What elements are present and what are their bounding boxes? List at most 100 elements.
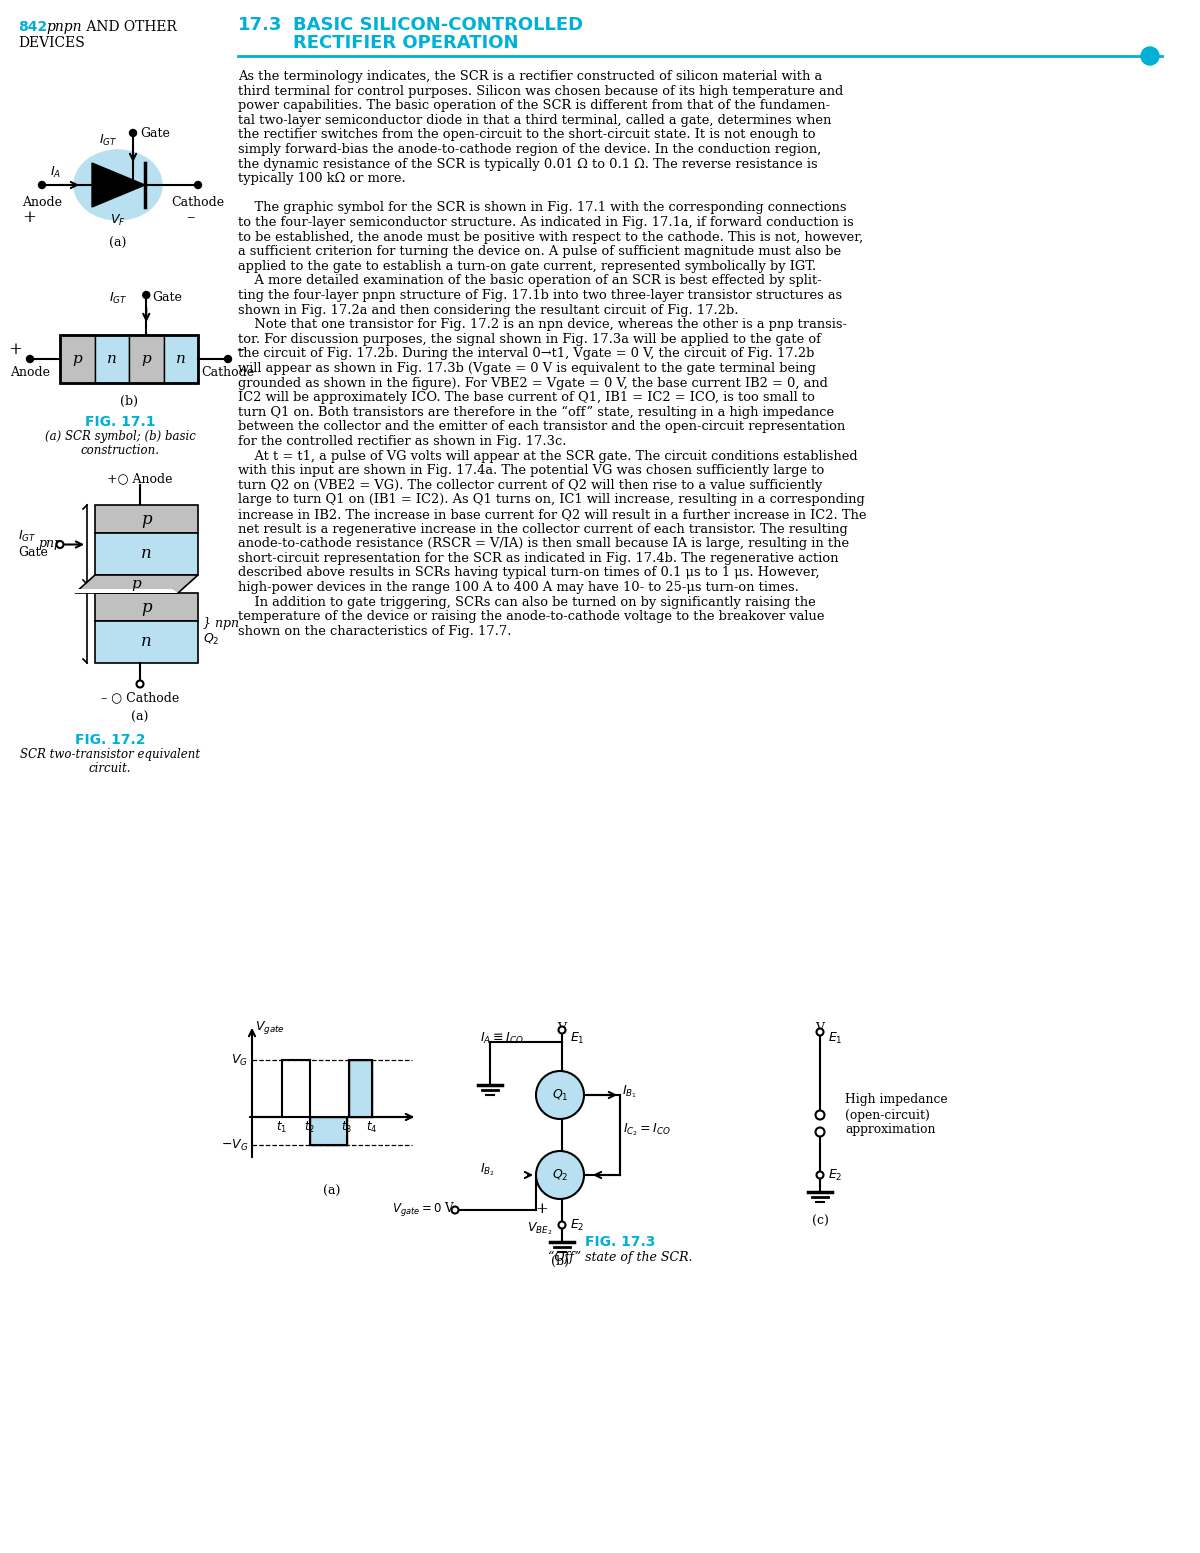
FancyBboxPatch shape: [349, 1061, 372, 1117]
Text: turn Q2 on (VBE2 = VG). The collector current of Q2 will then rise to a value su: turn Q2 on (VBE2 = VG). The collector cu…: [238, 478, 822, 492]
Text: the dynamic resistance of the SCR is typically 0.01 Ω to 0.1 Ω. The reverse resi: the dynamic resistance of the SCR is typ…: [238, 157, 817, 171]
Text: At t = t1, a pulse of VG volts will appear at the SCR gate. The circuit conditio: At t = t1, a pulse of VG volts will appe…: [238, 450, 858, 463]
Text: DEVICES: DEVICES: [18, 36, 85, 50]
Text: for the controlled rectifier as shown in Fig. 17.3c.: for the controlled rectifier as shown in…: [238, 435, 566, 447]
Text: large to turn Q1 on (IB1 = IC2). As Q1 turns on, IC1 will increase, resulting in: large to turn Q1 on (IB1 = IC2). As Q1 t…: [238, 494, 865, 506]
Text: ting the four-layer pnpn structure of Fig. 17.1b into two three-layer transistor: ting the four-layer pnpn structure of Fi…: [238, 289, 842, 301]
Circle shape: [143, 292, 150, 298]
FancyBboxPatch shape: [95, 505, 198, 533]
Text: $t_2$: $t_2$: [305, 1120, 316, 1135]
Text: AND OTHER: AND OTHER: [82, 20, 176, 34]
Text: $V_F$: $V_F$: [110, 213, 126, 228]
Text: third terminal for control purposes. Silicon was chosen because of its high temp: third terminal for control purposes. Sil…: [238, 84, 844, 98]
Circle shape: [38, 182, 46, 188]
Text: $Q_1$: $Q_1$: [552, 1087, 569, 1103]
Text: +○ Anode: +○ Anode: [107, 472, 173, 485]
Text: IC2 will be approximately ICO. The base current of Q1, IB1 = IC2 = ICO, is too s: IC2 will be approximately ICO. The base …: [238, 391, 815, 404]
Text: n: n: [142, 634, 152, 651]
Text: shown on the characteristics of Fig. 17.7.: shown on the characteristics of Fig. 17.…: [238, 624, 511, 638]
Text: pnpn: pnpn: [46, 20, 82, 34]
Text: $t_4$: $t_4$: [366, 1120, 378, 1135]
Circle shape: [137, 680, 144, 688]
Circle shape: [536, 1151, 584, 1199]
Text: (a): (a): [323, 1185, 341, 1197]
Text: $I_{GT}$: $I_{GT}$: [98, 134, 118, 148]
Circle shape: [558, 1222, 565, 1228]
Text: Gate: Gate: [152, 290, 182, 304]
Text: The graphic symbol for the SCR is shown in Fig. 17.1 with the corresponding conn: The graphic symbol for the SCR is shown …: [238, 202, 846, 214]
Text: Anode: Anode: [10, 367, 50, 379]
FancyBboxPatch shape: [60, 335, 95, 384]
Text: $E_1$: $E_1$: [570, 1031, 584, 1045]
Text: construction.: construction.: [80, 444, 160, 457]
Circle shape: [130, 129, 137, 137]
Text: (b): (b): [120, 394, 138, 408]
Text: (a): (a): [131, 711, 149, 724]
Circle shape: [536, 1072, 584, 1120]
Text: high-power devices in the range 100 A to 400 A may have 10- to 25-μs turn-on tim: high-power devices in the range 100 A to…: [238, 581, 799, 593]
Text: p: p: [142, 598, 152, 615]
Text: will appear as shown in Fig. 17.3b (Vgate = 0 V is equivalent to the gate termin: will appear as shown in Fig. 17.3b (Vgat…: [238, 362, 816, 374]
Circle shape: [816, 1127, 824, 1137]
Text: $t_3$: $t_3$: [342, 1120, 353, 1135]
Text: FIG. 17.1: FIG. 17.1: [85, 415, 155, 429]
Text: Gate: Gate: [140, 127, 170, 140]
Text: p: p: [142, 511, 152, 528]
Text: $V_G$: $V_G$: [232, 1053, 248, 1067]
Text: (b): (b): [551, 1255, 569, 1267]
Text: $I_{B_2}$: $I_{B_2}$: [480, 1162, 494, 1179]
Text: (a): (a): [109, 238, 127, 250]
Text: grounded as shown in the figure). For VBE2 = Vgate = 0 V, the base current IB2 =: grounded as shown in the figure). For VB…: [238, 376, 828, 390]
Text: $I_{GT}$: $I_{GT}$: [109, 290, 127, 306]
Text: } npn: } npn: [203, 617, 239, 629]
Text: n: n: [142, 545, 152, 562]
Text: 17.3: 17.3: [238, 16, 282, 34]
Text: $I_A$: $I_A$: [50, 165, 61, 180]
Text: to the four-layer semiconductor structure. As indicated in Fig. 17.1a, if forwar: to the four-layer semiconductor structur…: [238, 216, 853, 228]
Text: V: V: [816, 1022, 824, 1034]
Text: net result is a regenerative increase in the collector current of each transisto: net result is a regenerative increase in…: [238, 523, 847, 536]
Circle shape: [1141, 47, 1159, 65]
Text: applied to the gate to establish a turn-on gate current, represented symbolicall: applied to the gate to establish a turn-…: [238, 259, 816, 273]
Text: $V_{gate} = 0$ V: $V_{gate} = 0$ V: [391, 1200, 455, 1219]
Text: temperature of the device or raising the anode-to-cathode voltage to the breakov: temperature of the device or raising the…: [238, 610, 824, 623]
Text: $I_{GT}$: $I_{GT}$: [18, 528, 36, 544]
Text: $-V_G$: $-V_G$: [221, 1137, 248, 1152]
Text: the rectifier switches from the open-circuit to the short-circuit state. It is n: the rectifier switches from the open-cir…: [238, 129, 816, 141]
FancyBboxPatch shape: [163, 335, 198, 384]
Text: Cathode: Cathode: [172, 196, 224, 210]
Text: RECTIFIER OPERATION: RECTIFIER OPERATION: [293, 34, 518, 51]
Ellipse shape: [74, 151, 162, 221]
Text: power capabilities. The basic operation of the SCR is different from that of the: power capabilities. The basic operation …: [238, 99, 830, 112]
Text: shown in Fig. 17.2a and then considering the resultant circuit of Fig. 17.2b.: shown in Fig. 17.2a and then considering…: [238, 303, 738, 317]
Text: Anode: Anode: [22, 196, 62, 210]
Text: $I_{B_1}$: $I_{B_1}$: [622, 1082, 637, 1100]
FancyBboxPatch shape: [95, 593, 198, 621]
Text: +: +: [8, 342, 22, 359]
Text: to be established, the anode must be positive with respect to the cathode. This : to be established, the anode must be pos…: [238, 230, 863, 244]
Text: p: p: [72, 353, 82, 367]
Text: typically 100 kΩ or more.: typically 100 kΩ or more.: [238, 172, 406, 185]
Text: $E_1$: $E_1$: [828, 1031, 842, 1045]
Text: $E_2$: $E_2$: [570, 1218, 584, 1233]
Text: $I_{C_2} = I_{CO}$: $I_{C_2} = I_{CO}$: [623, 1121, 671, 1138]
Text: –: –: [186, 210, 194, 227]
Polygon shape: [70, 589, 178, 593]
Text: –: –: [236, 342, 245, 359]
Text: tor. For discussion purposes, the signal shown in Fig. 17.3a will be applied to : tor. For discussion purposes, the signal…: [238, 332, 821, 346]
Circle shape: [451, 1207, 458, 1213]
Text: the circuit of Fig. 17.2b. During the interval 0→t1, Vgate = 0 V, the circuit of: the circuit of Fig. 17.2b. During the in…: [238, 348, 815, 360]
Text: pnp: pnp: [38, 537, 62, 550]
Text: (c): (c): [811, 1214, 828, 1228]
Text: $V_{gate}$: $V_{gate}$: [256, 1019, 284, 1036]
Text: turn Q1 on. Both transistors are therefore in the “off” state, resulting in a hi: turn Q1 on. Both transistors are therefo…: [238, 405, 834, 419]
Circle shape: [816, 1171, 823, 1179]
Text: V: V: [558, 1022, 566, 1034]
Circle shape: [224, 356, 232, 362]
Text: FIG. 17.3: FIG. 17.3: [584, 1235, 655, 1249]
Text: Cathode: Cathode: [202, 367, 254, 379]
Circle shape: [26, 356, 34, 362]
Text: simply forward-bias the anode-to-cathode region of the device. In the conduction: simply forward-bias the anode-to-cathode…: [238, 143, 821, 155]
FancyBboxPatch shape: [130, 335, 163, 384]
Text: between the collector and the emitter of each transistor and the open-circuit re: between the collector and the emitter of…: [238, 421, 845, 433]
